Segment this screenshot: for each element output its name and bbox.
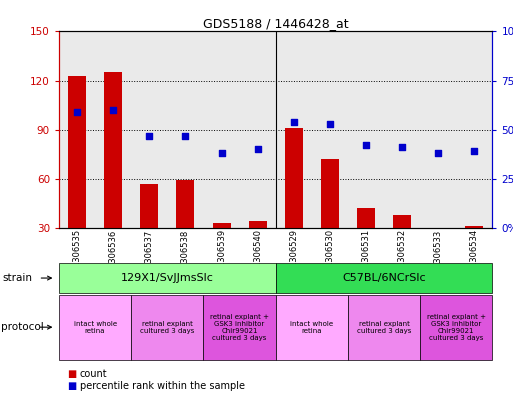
Text: strain: strain xyxy=(3,273,32,283)
Text: ■: ■ xyxy=(67,369,76,379)
Bar xyxy=(429,228,447,231)
Text: retinal explant +
GSK3 inhibitor
Chir99021
cultured 3 days: retinal explant + GSK3 inhibitor Chir990… xyxy=(427,314,486,341)
Bar xyxy=(393,215,411,228)
Point xyxy=(398,144,406,151)
Bar xyxy=(59,31,95,228)
Bar xyxy=(204,31,240,228)
Point xyxy=(362,142,370,149)
Bar xyxy=(457,31,492,228)
Text: retinal explant
cultured 3 days: retinal explant cultured 3 days xyxy=(140,321,194,334)
Point xyxy=(434,150,442,156)
Text: intact whole
retina: intact whole retina xyxy=(290,321,333,334)
Bar xyxy=(167,31,204,228)
Bar xyxy=(348,31,384,228)
Bar xyxy=(68,75,86,228)
Text: retinal explant
cultured 3 days: retinal explant cultured 3 days xyxy=(357,321,411,334)
Bar xyxy=(465,226,483,228)
Bar xyxy=(95,31,131,228)
Bar xyxy=(249,221,267,228)
Bar xyxy=(357,208,375,228)
Bar xyxy=(140,184,159,228)
Point xyxy=(181,132,189,139)
Point xyxy=(109,107,117,113)
Bar xyxy=(285,128,303,228)
Bar xyxy=(212,223,230,228)
Text: count: count xyxy=(80,369,107,379)
Text: protocol: protocol xyxy=(1,322,43,332)
Text: ■: ■ xyxy=(67,381,76,391)
Bar xyxy=(420,31,457,228)
Point xyxy=(470,148,479,154)
Bar xyxy=(384,31,420,228)
Point xyxy=(253,146,262,152)
Point xyxy=(326,121,334,127)
Text: 129X1/SvJJmsSlc: 129X1/SvJJmsSlc xyxy=(121,273,214,283)
Bar xyxy=(176,180,194,228)
Bar xyxy=(312,31,348,228)
Point xyxy=(145,132,153,139)
Bar xyxy=(104,72,122,228)
Text: percentile rank within the sample: percentile rank within the sample xyxy=(80,381,245,391)
Text: C57BL/6NCrSlc: C57BL/6NCrSlc xyxy=(342,273,426,283)
Bar xyxy=(131,31,167,228)
Point xyxy=(218,150,226,156)
Bar xyxy=(275,31,312,228)
Bar xyxy=(240,31,275,228)
Text: retinal explant +
GSK3 inhibitor
Chir99021
cultured 3 days: retinal explant + GSK3 inhibitor Chir990… xyxy=(210,314,269,341)
Point xyxy=(73,109,81,115)
Point xyxy=(290,119,298,125)
Bar xyxy=(321,159,339,228)
Title: GDS5188 / 1446428_at: GDS5188 / 1446428_at xyxy=(203,17,348,30)
Text: intact whole
retina: intact whole retina xyxy=(73,321,116,334)
